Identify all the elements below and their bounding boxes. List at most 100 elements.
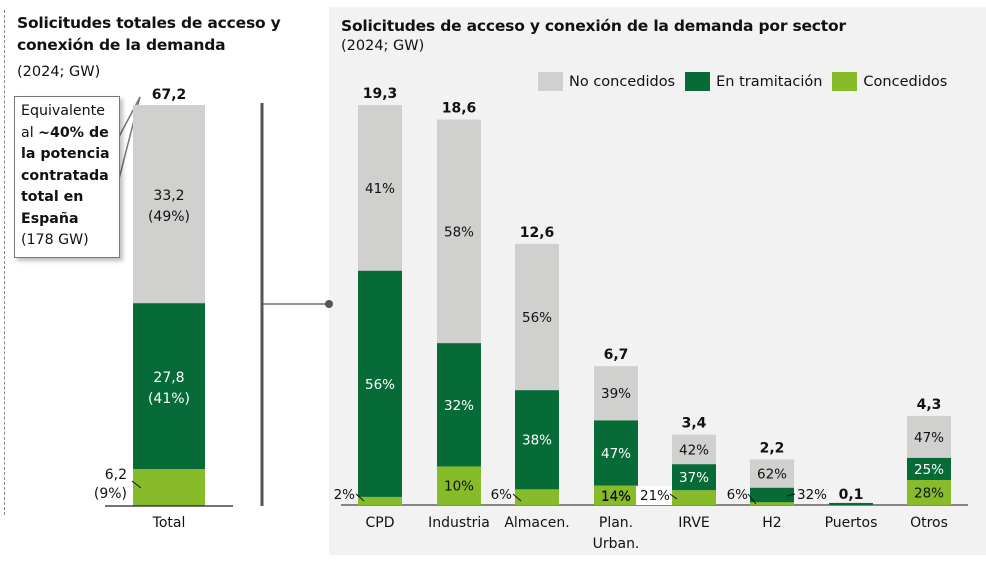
label-leader-line (131, 480, 142, 489)
segment-percent-label: 32% (444, 398, 474, 414)
segment-percent-label: 2% (334, 487, 356, 503)
segment-percent-label: 6% (727, 487, 749, 503)
bar-segment-no-concedidos (437, 119, 481, 344)
callout-bold-text: ~40% de (38, 124, 109, 141)
category-label: Otros (910, 515, 948, 531)
segment-percent-label: 37% (679, 470, 709, 486)
total-segment-label: 27,8 (153, 370, 184, 386)
total-bar-segment-no-concedidos (133, 105, 205, 304)
callout-line: total en (21, 189, 84, 205)
left-chart-title: Solicitudes totales de acceso y conexión… (17, 12, 281, 56)
label-background (636, 486, 672, 505)
legend-item-no-concedidos: No concedidos (538, 72, 675, 91)
bar-total-label: 6,7 (604, 347, 629, 363)
label-leader-line (355, 493, 365, 502)
bar-segment-concedidos (672, 490, 716, 505)
bar-segment-concedidos (437, 466, 481, 505)
connector-dot (325, 300, 333, 308)
legend-swatch-en-tramitacion (685, 72, 711, 91)
legend: No concedidos En tramitación Concedidos (538, 72, 957, 91)
left-chart-subtitle: (2024; GW) (17, 64, 101, 80)
legend-label: Concedidos (863, 73, 948, 90)
segment-percent-label: 14% (601, 488, 631, 504)
bar-segment-en-tramitación (515, 390, 559, 490)
legend-label: En tramitación (716, 73, 823, 90)
bar-total-label: 4,3 (917, 397, 942, 413)
legend-swatch-no-concedidos (538, 72, 563, 91)
segment-percent-label: 28% (914, 486, 944, 502)
category-label: Puertos (825, 515, 878, 531)
category-label: Urban. (593, 536, 640, 552)
category-label: H2 (762, 515, 781, 531)
segment-percent-label: 21% (640, 488, 670, 504)
label-leader-line (747, 493, 757, 505)
bar-segment-no-concedidos (515, 243, 559, 391)
total-segment-label: (49%) (148, 209, 190, 225)
total-segment-label: (9%) (94, 486, 127, 502)
bar-segment-en-tramitación (672, 464, 716, 491)
bar-segment-concedidos (907, 480, 951, 505)
segment-percent-label: 62% (757, 467, 787, 483)
bar-segment-concedidos (594, 485, 638, 505)
bar-segment-no-concedidos (750, 459, 794, 488)
bar-segment-en-tramitación (907, 457, 951, 481)
legend-swatch-concedidos (832, 72, 858, 91)
segment-percent-label: 25% (914, 462, 944, 478)
total-segment-label: 6,2 (105, 467, 127, 483)
bar-segment-no-concedidos (672, 434, 716, 465)
segment-percent-label: 56% (522, 310, 552, 326)
left-dashed-border (4, 10, 5, 515)
segment-percent-label: 6% (491, 487, 513, 503)
segment-percent-label: 47% (601, 446, 631, 462)
segment-percent-label: 10% (444, 479, 474, 495)
callout-line: al ~40% de (21, 123, 113, 145)
bar-total-label: 0,1 (839, 487, 864, 503)
callout-line: la potencia (21, 146, 110, 162)
bar-segment-no-concedidos (907, 415, 951, 458)
legend-label: No concedidos (569, 73, 676, 90)
callout-box: Equivalente al ~40% de la potencia contr… (14, 96, 120, 258)
category-label: CPD (366, 515, 395, 531)
bar-segment-no-concedidos (594, 366, 638, 421)
legend-item-en-tramitacion: En tramitación (685, 72, 822, 91)
label-leader-line (512, 493, 522, 502)
left-title-line2: conexión de la demanda (17, 36, 226, 54)
bar-total-label: 3,4 (682, 416, 707, 432)
total-bar-value: 67,2 (152, 87, 187, 103)
callout-line: España (21, 210, 79, 227)
bar-total-label: 2,2 (760, 440, 785, 456)
callout-text: al (21, 124, 39, 141)
bar-segment-concedidos (750, 502, 794, 505)
right-chart-title: Solicitudes de acceso y conexión de la d… (341, 17, 846, 35)
segment-percent-label: 39% (601, 386, 631, 402)
segment-percent-label: 58% (444, 224, 474, 240)
segment-percent-label: 41% (365, 181, 395, 197)
label-leader-line (786, 493, 796, 497)
bar-total-label: 18,6 (442, 101, 477, 117)
label-leader-line (669, 493, 678, 500)
segment-percent-label: 38% (522, 433, 552, 449)
category-label: Almacen. (504, 515, 569, 531)
bar-total-label: 19,3 (363, 86, 398, 102)
total-segment-label: 33,2 (153, 188, 184, 204)
left-title-line1: Solicitudes totales de acceso y (17, 14, 281, 32)
segment-percent-label: 47% (914, 430, 944, 446)
bar-total-label: 12,6 (520, 225, 555, 241)
segment-percent-label: 42% (679, 442, 709, 458)
bar-segment-en-tramitación (437, 343, 481, 467)
bar-segment-en-tramitación (750, 487, 794, 503)
category-label: IRVE (678, 515, 710, 531)
callout-line: Equivalente (21, 103, 105, 119)
category-label-total: Total (152, 515, 186, 531)
bar-segment-no-concedidos (358, 105, 402, 271)
bar-segment-en-tramitación (358, 270, 402, 497)
bar-segment-en-tramitación (829, 502, 873, 505)
segment-percent-label: 56% (365, 377, 395, 393)
total-bar-segment-en-tramitación (133, 303, 205, 470)
legend-item-concedidos: Concedidos (832, 72, 947, 91)
bar-segment-concedidos (515, 489, 559, 505)
callout-line: (178 GW) (21, 232, 89, 248)
category-label: Plan. (599, 515, 633, 531)
bar-segment-concedidos (358, 496, 402, 505)
total-segment-label: (41%) (148, 391, 190, 407)
